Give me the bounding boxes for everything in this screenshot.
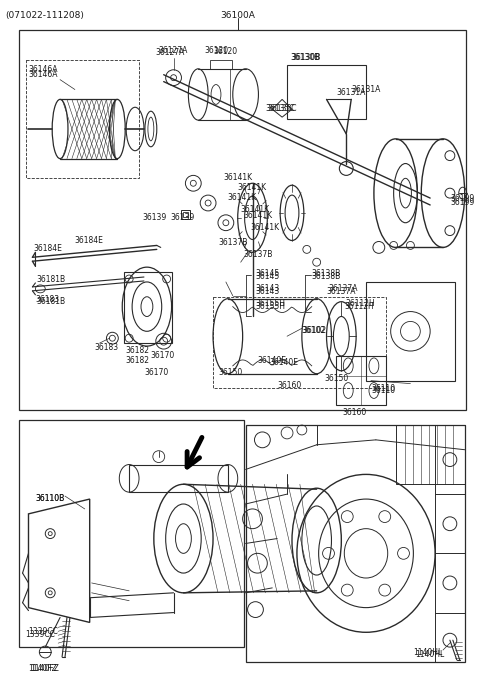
Text: 36138B: 36138B [312,269,341,278]
Bar [181,210,191,219]
Text: 36137B: 36137B [244,250,273,259]
Bar [124,272,171,343]
Text: 36110B: 36110B [36,494,65,503]
Text: 1140FZ: 1140FZ [28,664,58,673]
Text: 36139: 36139 [143,213,167,222]
Text: 36127A: 36127A [156,48,185,57]
Text: 36112H: 36112H [345,299,375,308]
Bar [213,297,386,388]
Text: 36137A: 36137A [328,284,358,293]
Text: 36102: 36102 [302,326,326,336]
Text: 36150: 36150 [324,373,348,383]
Bar [129,464,228,492]
Text: 36130B: 36130B [291,53,320,62]
Bar [287,65,366,119]
Text: 36141K: 36141K [244,211,273,220]
Text: 36146A: 36146A [28,70,58,79]
Text: 36110: 36110 [371,386,395,394]
Text: 36183: 36183 [36,295,60,304]
Text: 36184E: 36184E [75,237,104,245]
Text: 36143: 36143 [255,287,280,296]
Bar [19,420,244,647]
Text: 36127A: 36127A [159,46,188,55]
Text: 36120: 36120 [213,47,237,56]
Text: 36170: 36170 [151,351,175,360]
Text: 36130B: 36130B [290,53,319,62]
Text: 36199: 36199 [451,198,475,207]
Text: 36100A: 36100A [220,11,255,20]
Text: 36184E: 36184E [34,245,62,253]
Text: 36140E: 36140E [258,356,287,365]
Text: 36182: 36182 [125,356,149,365]
Text: 36120: 36120 [204,46,228,55]
Text: 36155H: 36155H [255,302,286,311]
Text: 36183: 36183 [95,343,119,352]
Text: 36160: 36160 [342,408,366,417]
Text: 1140HL: 1140HL [415,650,444,659]
Text: 36110B: 36110B [36,494,65,503]
Bar [25,60,139,179]
Text: 36141K: 36141K [238,183,267,192]
Bar [210,60,232,69]
Text: 36145: 36145 [255,272,280,281]
Text: 1140FZ: 1140FZ [30,664,60,673]
Text: 36137A: 36137A [326,287,356,296]
Bar [396,425,465,484]
Text: 36155H: 36155H [255,299,286,308]
Text: 36199: 36199 [451,194,475,203]
Text: 36160: 36160 [277,381,301,390]
Text: 36131A: 36131A [336,88,366,96]
Text: 1339CC: 1339CC [25,630,55,640]
Text: 36102: 36102 [303,326,327,336]
Text: 36135C: 36135C [267,104,297,113]
Text: 36110: 36110 [371,384,395,392]
Text: 36131A: 36131A [351,86,381,94]
Text: 1339CC: 1339CC [28,627,59,636]
Text: 36146A: 36146A [28,65,58,74]
Bar [183,212,188,217]
Text: 36112H: 36112H [344,302,374,311]
Text: 36139: 36139 [170,213,195,222]
Text: 36141K: 36141K [251,222,280,232]
Text: 36141K: 36141K [240,205,270,214]
Text: (071022-111208): (071022-111208) [5,11,84,20]
Text: 36150: 36150 [218,368,242,377]
Text: 36141K: 36141K [223,173,252,183]
Text: 1140HL: 1140HL [413,648,443,657]
Text: 36181B: 36181B [36,275,65,284]
Bar [336,356,386,405]
Text: 36137B: 36137B [218,237,248,247]
Text: 36181B: 36181B [36,297,65,306]
Text: 36170: 36170 [144,368,168,377]
Text: 36138B: 36138B [312,272,341,281]
Text: 36145: 36145 [255,269,280,278]
Text: 36140E: 36140E [269,358,298,367]
Text: 36143: 36143 [255,284,280,293]
Text: 36182: 36182 [125,346,149,355]
Text: 36141K: 36141K [228,193,257,202]
Text: 36135C: 36135C [265,104,295,113]
Bar [19,30,466,410]
Bar [366,282,455,381]
